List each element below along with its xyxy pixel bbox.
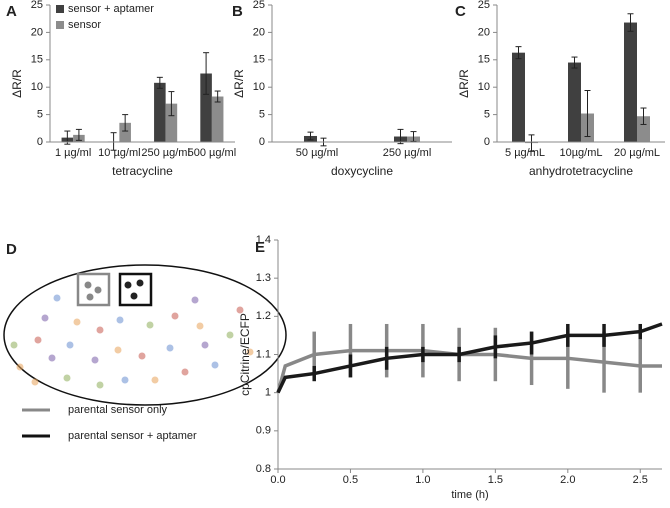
y-tick-label: 1.2 xyxy=(256,310,271,322)
y-tick-label: 5 xyxy=(259,109,265,121)
x-axis-label: tetracycline xyxy=(112,164,173,178)
x-tick-label: 2.0 xyxy=(560,474,575,486)
error-bar xyxy=(397,128,404,145)
error-bar xyxy=(571,56,578,69)
bar xyxy=(200,73,212,142)
y-tick-label: 0 xyxy=(37,136,43,148)
legend-swatch xyxy=(56,21,64,29)
y-tick-label: 15 xyxy=(253,54,265,66)
bar xyxy=(165,103,178,142)
y-tick-label: 1.4 xyxy=(256,234,271,246)
panel-label: A xyxy=(6,3,17,20)
y-tick-label: 5 xyxy=(37,109,43,121)
x-axis-label: doxycycline xyxy=(331,164,393,178)
y-tick-label: 15 xyxy=(31,54,43,66)
panel-label: D xyxy=(6,241,17,258)
bar xyxy=(211,96,224,142)
y-axis-label: ΔR/R xyxy=(232,69,246,98)
error-bar xyxy=(307,131,314,141)
error-bar xyxy=(584,89,591,138)
bar xyxy=(624,22,637,143)
y-tick-label: 0.9 xyxy=(256,425,271,437)
x-tick-label: 0.0 xyxy=(270,474,285,486)
x-axis-label: anhydrotetracycline xyxy=(529,164,633,178)
x-tick-label: 0.5 xyxy=(343,474,358,486)
x-tick-label: 1.5 xyxy=(488,474,503,486)
x-tick-label: 20 µg/mL xyxy=(614,147,660,159)
legend-label: parental sensor + aptamer xyxy=(68,430,197,442)
y-tick-label: 1 xyxy=(265,387,271,399)
y-tick-label: 15 xyxy=(478,54,490,66)
error-bar xyxy=(528,134,535,152)
error-bar xyxy=(75,128,82,141)
y-tick-label: 25 xyxy=(31,0,43,11)
bar xyxy=(154,82,166,142)
panel-label: B xyxy=(232,3,243,20)
cell-diagram xyxy=(3,264,287,438)
x-tick-label: 50 µg/ml xyxy=(296,147,338,159)
y-tick-label: 0 xyxy=(484,136,490,148)
x-tick-label: 10 µg/ml xyxy=(98,147,140,159)
x-tick-label: 10µg/mL xyxy=(559,147,602,159)
x-tick-label: 1.0 xyxy=(415,474,430,486)
bar xyxy=(637,116,650,142)
x-tick-label: 5 µg/mL xyxy=(505,147,545,159)
y-tick-label: 20 xyxy=(478,26,490,38)
y-tick-label: 1.1 xyxy=(256,348,271,360)
legend-label: sensor xyxy=(68,19,101,31)
y-tick-label: 20 xyxy=(31,26,43,38)
panel-label: E xyxy=(255,239,265,256)
y-tick-label: 25 xyxy=(478,0,490,11)
error-bar xyxy=(168,91,175,117)
error-bar xyxy=(156,76,163,89)
y-tick-label: 1.3 xyxy=(256,272,271,284)
error-bar xyxy=(110,132,117,151)
x-tick-label: 2.5 xyxy=(633,474,648,486)
x-tick-label: 500 µg/ml xyxy=(188,147,237,159)
y-tick-label: 10 xyxy=(31,81,43,93)
error-bar xyxy=(627,13,634,32)
y-tick-label: 25 xyxy=(253,0,265,11)
y-tick-label: 0.8 xyxy=(256,463,271,475)
x-tick-label: 250 µg/ml xyxy=(141,147,190,159)
error-bar xyxy=(640,107,647,125)
y-axis-label: ΔR/R xyxy=(457,69,471,98)
y-tick-label: 20 xyxy=(253,26,265,38)
legend-swatch xyxy=(56,5,64,13)
error-bar xyxy=(410,131,417,142)
y-tick-label: 10 xyxy=(478,81,490,93)
y-tick-label: 5 xyxy=(484,109,490,121)
y-axis-label: cpCitrine/ECFP xyxy=(238,313,252,396)
error-bar xyxy=(122,114,129,132)
legend-label: parental sensor only xyxy=(68,404,168,416)
x-axis-label: time (h) xyxy=(451,489,488,501)
error-bar xyxy=(515,46,522,60)
y-tick-label: 10 xyxy=(253,81,265,93)
bar xyxy=(568,62,581,142)
y-axis-label: ΔR/R xyxy=(10,69,24,98)
panel-label: C xyxy=(455,3,466,20)
bar xyxy=(119,122,131,142)
error-bar xyxy=(203,52,210,95)
error-bar xyxy=(214,90,221,103)
x-tick-label: 250 µg/ml xyxy=(383,147,432,159)
x-tick-label: 1 µg/ml xyxy=(55,147,91,159)
bar xyxy=(512,52,525,143)
legend-label: sensor + aptamer xyxy=(68,3,154,15)
y-tick-label: 0 xyxy=(259,136,265,148)
